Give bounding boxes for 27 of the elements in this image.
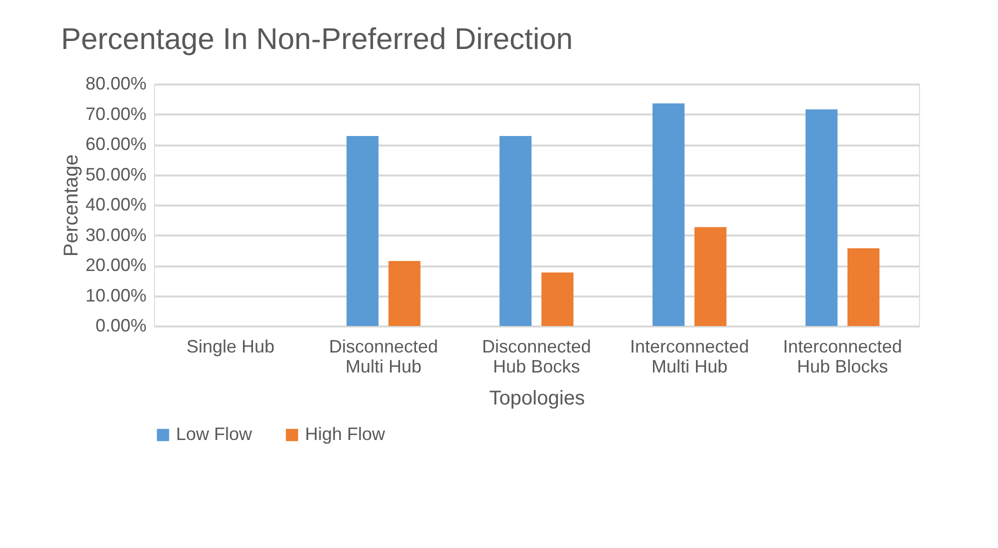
x-tick-label: Interconnected Multi Hub bbox=[630, 336, 750, 376]
x-tick-label: Disconnected Hub Bocks bbox=[482, 336, 592, 376]
x-axis-title: Topologies bbox=[489, 388, 585, 410]
bar bbox=[694, 227, 726, 326]
bar bbox=[346, 136, 379, 326]
y-tick-label: 20.00% bbox=[85, 255, 146, 275]
y-tick-label: 60.00% bbox=[85, 134, 146, 154]
chart-title: Percentage In Non-Preferred Direction bbox=[60, 23, 573, 56]
bar bbox=[652, 103, 685, 326]
x-tick-label: Interconnected Hub Blocks bbox=[782, 336, 902, 376]
y-tick-label: 70.00% bbox=[85, 104, 146, 124]
bar bbox=[806, 109, 838, 326]
y-axis-title: Percentage bbox=[60, 154, 82, 257]
y-tick-label: 80.00% bbox=[85, 74, 146, 94]
y-tick-label: 10.00% bbox=[85, 285, 146, 306]
bar bbox=[388, 260, 420, 326]
legend-label: Low Flow bbox=[176, 424, 254, 444]
y-tick-label: 40.00% bbox=[85, 194, 146, 214]
x-tick-label: Single Hub bbox=[186, 336, 275, 356]
y-tick-label: 50.00% bbox=[85, 164, 146, 184]
bar bbox=[500, 136, 532, 326]
bar bbox=[541, 272, 574, 326]
y-tick-label: 0.00% bbox=[95, 316, 146, 336]
legend-label: High Flow bbox=[305, 424, 386, 444]
x-tick-label: Disconnected Multi Hub bbox=[328, 336, 438, 376]
bar bbox=[847, 248, 880, 326]
y-tick-label: 30.00% bbox=[85, 224, 146, 245]
